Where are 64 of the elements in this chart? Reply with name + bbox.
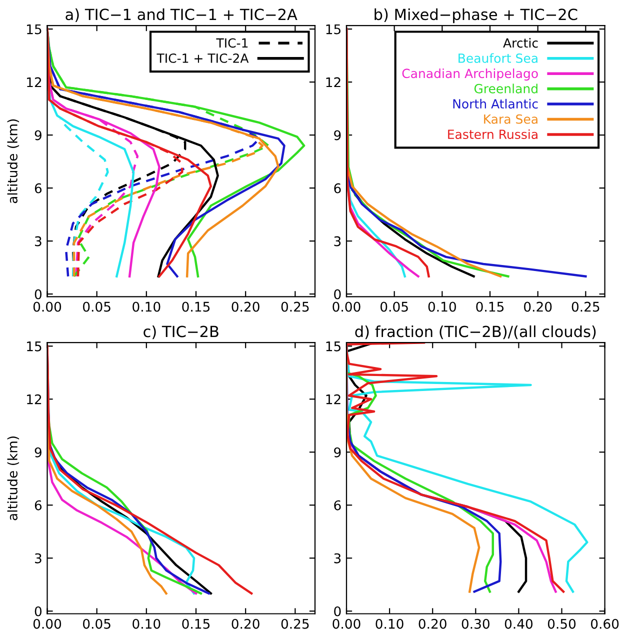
- x-tick-label: 0.15: [182, 618, 210, 629]
- chart-title: d) fraction (TIC−2B)/(all clouds): [355, 325, 596, 340]
- y-tick-label: 3: [35, 553, 42, 564]
- y-tick-label: 3: [334, 236, 341, 246]
- y-axis-title: altitude (km): [7, 436, 20, 520]
- y-tick-label: 9: [334, 447, 341, 458]
- legend-label: Beaufort Sea: [458, 53, 538, 63]
- x-tick-label: 0.50: [548, 618, 576, 629]
- legend-label: Greenland: [474, 84, 538, 94]
- x-tick-label: 0.10: [428, 302, 456, 312]
- legend-label: North Atlantic: [453, 98, 538, 109]
- x-tick-label: 0.40: [504, 618, 533, 629]
- x-tick-label: 0.00: [33, 302, 62, 312]
- legend-label: Eastern Russia: [448, 129, 538, 140]
- chart-title: a) TIC−1 and TIC−1 + TIC−2A: [66, 8, 298, 22]
- y-tick-label: 12: [326, 77, 340, 88]
- x-tick-label: 0.20: [232, 618, 260, 629]
- x-tick-label: 0.15: [182, 302, 210, 312]
- y-tick-label: 3: [35, 236, 42, 246]
- y-tick-label: 12: [326, 394, 340, 404]
- x-tick-label: 0.20: [418, 618, 446, 629]
- x-tick-label: 0.10: [132, 302, 160, 312]
- x-tick-label: 0.25: [281, 302, 309, 312]
- x-tick-label: 0.15: [476, 302, 504, 312]
- y-tick-label: 12: [27, 77, 42, 88]
- x-tick-label: 0.00: [332, 618, 360, 629]
- chart-title: c) TIC−2B: [144, 325, 218, 340]
- x-tick-label: 0.05: [380, 302, 408, 312]
- legend-label: Kara Sea: [484, 114, 538, 124]
- x-tick-label: 0.00: [332, 302, 360, 312]
- x-tick-label: 0.20: [524, 302, 552, 312]
- y-tick-label: 6: [34, 500, 42, 510]
- legend-label: Canadian Archipelago: [402, 68, 538, 81]
- y-tick-label: 9: [334, 130, 341, 140]
- y-tick-label: 0: [334, 289, 341, 300]
- y-tick-label: 3: [334, 553, 341, 564]
- y-tick-label: 0: [34, 289, 42, 300]
- x-tick-label: 0.00: [33, 618, 62, 629]
- y-tick-label: 6: [334, 500, 341, 510]
- chart-title: b) Mixed−phase + TIC−2C: [374, 8, 578, 24]
- x-tick-label: 0.05: [83, 618, 110, 629]
- y-tick-label: 6: [34, 183, 42, 194]
- legend-label: TIC-1 + TIC-2A: [156, 53, 249, 63]
- y-tick-label: 15: [27, 24, 42, 34]
- x-tick-label: 0.25: [572, 302, 600, 312]
- x-tick-label: 0.30: [462, 618, 490, 629]
- y-tick-label: 9: [34, 447, 42, 458]
- y-tick-label: 12: [27, 394, 42, 404]
- y-tick-label: 9: [34, 130, 42, 140]
- x-tick-label: 0.05: [83, 302, 110, 312]
- y-tick-label: 15: [326, 24, 340, 34]
- legend-label: Arctic: [503, 38, 538, 48]
- x-tick-label: 0.10: [376, 618, 404, 629]
- legend-label: TIC-1: [216, 38, 248, 48]
- y-tick-label: 6: [334, 183, 341, 194]
- y-tick-label: 15: [27, 342, 42, 352]
- x-tick-label: 0.25: [281, 618, 309, 629]
- x-tick-label: 0.20: [232, 302, 260, 312]
- y-tick-label: 0: [334, 606, 341, 616]
- x-tick-label: 0.60: [590, 618, 619, 629]
- y-tick-label: 15: [326, 342, 340, 352]
- y-axis-title: altitude (km): [7, 119, 20, 204]
- y-tick-label: 0: [34, 606, 42, 616]
- x-tick-label: 0.10: [132, 618, 160, 629]
